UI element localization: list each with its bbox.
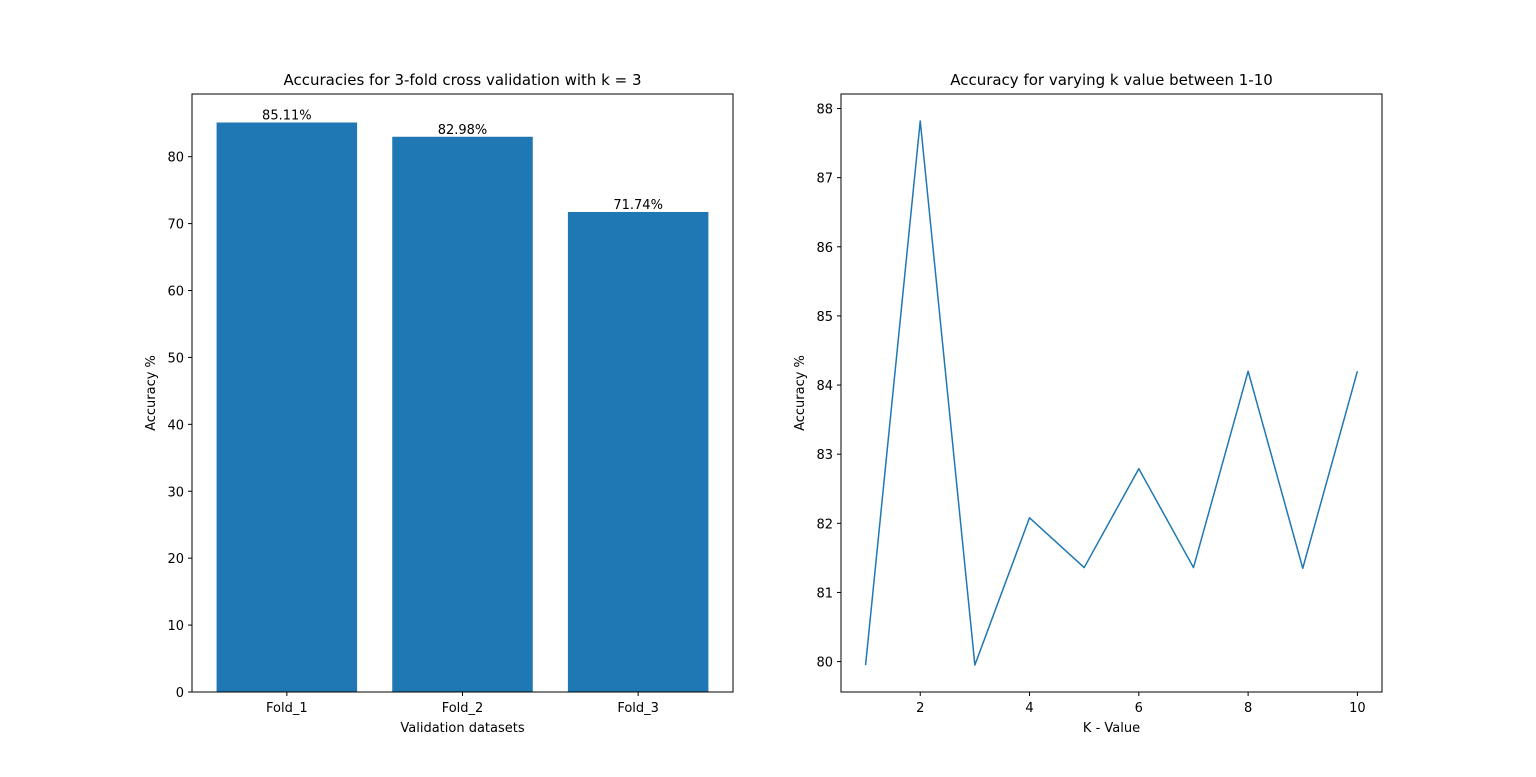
bar <box>392 136 533 692</box>
x-axis-label: K - Value <box>1083 721 1140 736</box>
y-tick-label: 30 <box>167 485 184 500</box>
y-axis-label: Accuracy % <box>144 355 159 431</box>
y-tick-label: 50 <box>167 351 184 366</box>
x-tick-label: Fold_1 <box>266 701 308 716</box>
bar <box>567 211 709 692</box>
x-tick-label: 10 <box>1349 701 1366 716</box>
series-line <box>864 120 1359 666</box>
y-tick-label: 85 <box>816 310 833 325</box>
y-tick-label: 80 <box>816 656 833 671</box>
plot-frame <box>840 93 1383 693</box>
x-tick-label: Fold_2 <box>442 701 484 716</box>
x-axis-label: Validation datasets <box>400 721 524 736</box>
bar-chart: Accuracies for 3-fold cross validation w… <box>144 71 734 736</box>
y-tick-label: 84 <box>816 379 833 394</box>
y-tick-label: 81 <box>816 586 833 601</box>
bar-data-label: 71.74% <box>613 198 663 213</box>
y-tick-label: 86 <box>816 241 833 256</box>
bar-data-label: 82.98% <box>438 123 488 138</box>
bar-data-label: 85.11% <box>262 109 312 124</box>
x-tick-label: 2 <box>916 701 924 716</box>
x-tick-label: 4 <box>1025 701 1033 716</box>
x-tick-label: Fold_3 <box>617 701 659 716</box>
chart-title: Accuracy for varying k value between 1-1… <box>950 71 1273 89</box>
y-axis-label: Accuracy % <box>793 355 808 431</box>
x-tick-label: 6 <box>1135 701 1143 716</box>
y-tick-label: 83 <box>816 448 833 463</box>
y-tick-label: 70 <box>167 218 184 233</box>
y-tick-label: 80 <box>167 151 184 166</box>
y-tick-label: 0 <box>176 686 184 701</box>
y-tick-label: 40 <box>167 418 184 433</box>
bar <box>216 122 358 692</box>
y-tick-label: 20 <box>167 552 184 567</box>
y-tick-label: 60 <box>167 285 184 300</box>
line-chart: Accuracy for varying k value between 1-1… <box>793 71 1383 736</box>
y-tick-label: 88 <box>816 103 833 118</box>
chart-title: Accuracies for 3-fold cross validation w… <box>283 71 641 89</box>
y-tick-label: 10 <box>167 619 184 634</box>
x-tick-label: 8 <box>1244 701 1252 716</box>
y-tick-label: 82 <box>816 517 833 532</box>
y-tick-label: 87 <box>816 172 833 187</box>
